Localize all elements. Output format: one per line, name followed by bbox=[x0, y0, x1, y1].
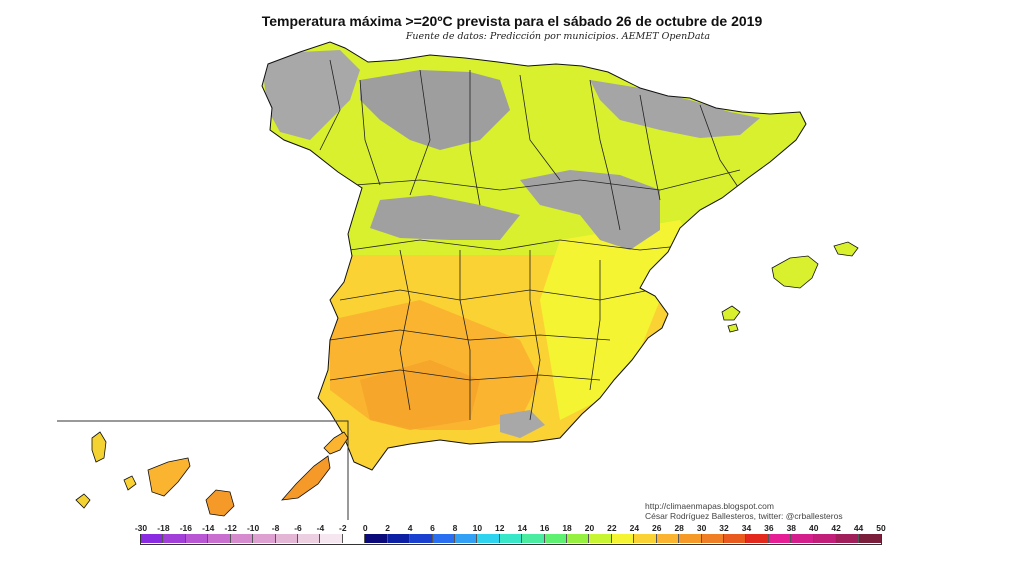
lanzarote-island bbox=[323, 431, 349, 455]
legend-swatch bbox=[365, 534, 388, 543]
legend-swatch bbox=[679, 534, 702, 543]
legend-swatch bbox=[342, 534, 366, 543]
legend-tick-label: 28 bbox=[674, 523, 684, 533]
legend-tick-label: 12 bbox=[495, 523, 505, 533]
legend-swatch bbox=[544, 534, 568, 543]
formentera-island bbox=[727, 323, 739, 333]
legend-tick-label: -10 bbox=[246, 523, 260, 533]
legend-swatch bbox=[813, 534, 837, 543]
legend-tick-label: 6 bbox=[430, 523, 435, 533]
map-title: Temperatura máxima >=20ºC prevista para … bbox=[261, 13, 763, 29]
legend-tick-label: 24 bbox=[629, 523, 640, 533]
temperature-color-scale: -30 -18 -16 -14 -12 -10 -8 -6 -4 -2 0 2 4 6 8 10 12 14 16 1… bbox=[135, 523, 886, 545]
legend-swatch bbox=[230, 534, 254, 543]
ibiza-island bbox=[721, 305, 741, 321]
legend-swatch bbox=[477, 534, 500, 543]
legend-tick-label: 16 bbox=[539, 523, 550, 533]
zone-below-20-galicia bbox=[262, 50, 360, 140]
zone-22-24-east bbox=[540, 220, 700, 420]
tenerife-island bbox=[147, 457, 191, 497]
legend-tick-label: 30 bbox=[696, 523, 707, 533]
legend-swatch bbox=[410, 534, 433, 543]
legend-swatch bbox=[454, 534, 478, 543]
legend-tick-label: -30 bbox=[134, 523, 148, 533]
legend-tick-label: -4 bbox=[316, 523, 325, 533]
legend-swatch bbox=[432, 534, 455, 543]
legend-swatch bbox=[724, 534, 747, 543]
legend-swatch bbox=[522, 534, 545, 543]
menorca-island bbox=[833, 241, 859, 257]
legend-swatch bbox=[163, 534, 186, 543]
legend-swatch bbox=[253, 534, 276, 543]
legend-swatch bbox=[836, 534, 859, 543]
legend-tick-label: 42 bbox=[831, 523, 841, 533]
legend-tick-label: -16 bbox=[179, 523, 192, 533]
gran-canaria-island bbox=[205, 489, 235, 517]
legend-tick-label: 26 bbox=[652, 523, 662, 533]
legend-swatch bbox=[141, 534, 164, 543]
legend-swatch bbox=[634, 534, 657, 543]
legend-tick-label: 50 bbox=[876, 523, 886, 533]
legend-tick-label: 32 bbox=[719, 523, 729, 533]
data-source-subtitle: Fuente de datos: Predicción por municipi… bbox=[405, 31, 710, 42]
legend-tick-label: 14 bbox=[517, 523, 527, 533]
legend-tick-label: 44 bbox=[853, 523, 864, 533]
legend-swatch bbox=[791, 534, 814, 543]
canary-inset-frame bbox=[57, 420, 349, 520]
la-palma-island bbox=[91, 431, 107, 463]
legend-tick-label: 10 bbox=[472, 523, 483, 533]
legend-swatch bbox=[387, 534, 411, 543]
legend-tick-label: -14 bbox=[202, 523, 215, 533]
mallorca-island bbox=[771, 255, 819, 289]
legend-swatch bbox=[611, 534, 635, 543]
legend-tick-label: 36 bbox=[764, 523, 774, 533]
legend-tick-label: -8 bbox=[271, 523, 280, 533]
legend-swatch bbox=[746, 534, 769, 543]
legend-tick-label: 38 bbox=[786, 523, 797, 533]
zone-below-20-pyrenees bbox=[590, 80, 760, 138]
legend-swatch bbox=[701, 534, 725, 543]
legend-swatch bbox=[567, 534, 590, 543]
legend-tick-label: 2 bbox=[385, 523, 391, 533]
el-hierro-island bbox=[75, 493, 91, 509]
legend-tick-label: 8 bbox=[452, 523, 458, 533]
legend-swatch bbox=[208, 534, 231, 543]
legend-tick-label: 34 bbox=[741, 523, 752, 533]
legend-tick-label: 20 bbox=[584, 523, 595, 533]
legend-swatch bbox=[858, 534, 881, 543]
zone-below-20-cantabria bbox=[360, 70, 510, 150]
legend-tick-label: -6 bbox=[294, 523, 302, 533]
legend-tick-label: 0 bbox=[362, 523, 368, 533]
legend-swatch bbox=[185, 534, 209, 543]
zone-below-20-sierra-nevada bbox=[500, 410, 545, 438]
legend-swatch bbox=[768, 534, 792, 543]
author-credit: César Rodríguez Ballesteros, twitter: @c… bbox=[645, 511, 843, 521]
legend-tick-label: -12 bbox=[224, 523, 237, 533]
legend-tick-label: 40 bbox=[808, 523, 819, 533]
blog-credit: http://climaenmapas.blogspot.com bbox=[645, 501, 774, 511]
zone-below-20-iberian-system bbox=[520, 170, 660, 250]
legend-tick-label: 18 bbox=[562, 523, 572, 533]
legend-tick-label: 22 bbox=[607, 523, 617, 533]
legend-swatch bbox=[275, 534, 298, 543]
legend-swatch bbox=[499, 534, 523, 543]
legend-tick-label: -18 bbox=[157, 523, 170, 533]
legend-swatch bbox=[656, 534, 680, 543]
legend-swatch bbox=[320, 534, 343, 543]
zone-below-20-central-system bbox=[370, 195, 520, 240]
legend-swatch bbox=[589, 534, 612, 543]
legend-tick-label: 4 bbox=[407, 523, 413, 533]
legend-tick-label: -2 bbox=[339, 523, 347, 533]
legend-swatch bbox=[297, 534, 321, 543]
fuerteventura-island bbox=[281, 455, 331, 501]
la-gomera-island bbox=[123, 475, 137, 491]
